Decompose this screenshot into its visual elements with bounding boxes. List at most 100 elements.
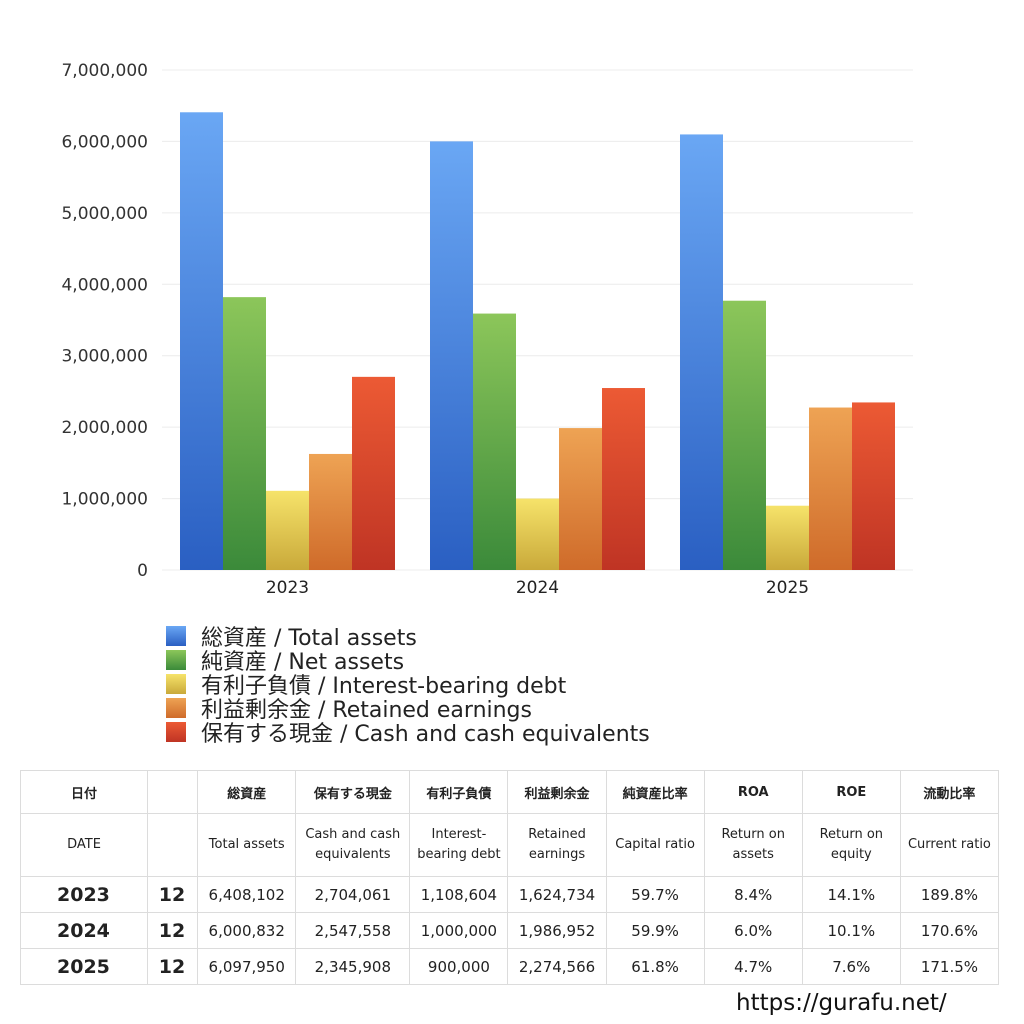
financial-table: 日付 総資産 保有する現金 有利子負債 利益剰余金 純資産比率 ROA ROE …	[19, 770, 1000, 985]
legend-item-net-assets: 純資産 / Net assets	[166, 648, 650, 675]
table-cell: 4.7%	[703, 948, 803, 985]
bar	[602, 388, 645, 570]
cell-month: 12	[147, 876, 199, 913]
cell-year: 2025	[19, 948, 149, 985]
table-cell: 2,274,566	[507, 948, 607, 985]
bar	[266, 490, 309, 570]
header-cell: 保有する現金	[295, 770, 411, 814]
bar	[723, 300, 766, 570]
legend-label: 有利子負債 / Interest-bearing debt	[201, 674, 567, 699]
bar	[223, 297, 266, 570]
table-cell: 6,408,102	[197, 876, 297, 913]
header-cell: Total assets	[197, 813, 297, 877]
table-header-en: DATE Total assets Cash and cash equivale…	[19, 813, 1000, 877]
cell-month: 12	[147, 948, 199, 985]
table-cell: 8.4%	[703, 876, 803, 913]
site-url: https://gurafu.net/	[736, 990, 947, 1016]
table-header-jp: 日付 総資産 保有する現金 有利子負債 利益剰余金 純資産比率 ROA ROE …	[19, 770, 1000, 814]
table-cell: 170.6%	[899, 912, 1000, 949]
table-cell: 6.0%	[703, 912, 803, 949]
header-cell: DATE	[19, 813, 149, 877]
bar	[180, 112, 223, 570]
bar-chart: 0 1,000,000 2,000,000 3,000,000 4,000,000 5,0…	[61, 61, 913, 598]
table-cell: 1,986,952	[507, 912, 607, 949]
table-cell: 14.1%	[801, 876, 901, 913]
legend-item-total-assets: 総資産 / Total assets	[166, 624, 650, 651]
legend-label: 総資産 / Total assets	[201, 626, 417, 651]
x-axis-categories: 2023 2024 2025	[266, 578, 809, 598]
bar	[680, 134, 723, 571]
legend: 総資産 / Total assets 純資産 / Net assets 有利子負…	[166, 624, 650, 747]
bars	[180, 112, 895, 571]
bar	[852, 402, 895, 570]
bar	[559, 428, 602, 570]
table-cell: 6,000,832	[197, 912, 297, 949]
header-cell: 利益剰余金	[507, 770, 607, 814]
x-category-label: 2023	[266, 578, 309, 598]
bar	[766, 505, 809, 570]
header-cell: 流動比率	[899, 770, 1000, 814]
header-cell: Return on equity	[801, 813, 901, 877]
table-cell: 171.5%	[899, 948, 1000, 985]
header-cell	[147, 770, 199, 814]
table-cell: 1,000,000	[409, 912, 509, 949]
table-cell: 2,345,908	[295, 948, 411, 985]
legend-swatch	[166, 698, 186, 718]
cell-month: 12	[147, 912, 199, 949]
legend-swatch	[166, 626, 186, 646]
legend-swatch	[166, 722, 186, 742]
table-row: 2025 12 6,097,950 2,345,908 900,000 2,27…	[19, 948, 1000, 985]
table-row: 2024 12 6,000,832 2,547,558 1,000,000 1,…	[19, 912, 1000, 949]
y-tick-label: 5,000,000	[61, 204, 148, 224]
y-tick-label: 7,000,000	[61, 61, 148, 81]
table-cell: 61.8%	[605, 948, 705, 985]
header-cell: 日付	[19, 770, 149, 814]
table-cell: 900,000	[409, 948, 509, 985]
table-cell: 6,097,950	[197, 948, 297, 985]
header-cell: 総資産	[197, 770, 297, 814]
legend-item-cash: 保有する現金 / Cash and cash equivalents	[166, 720, 650, 747]
header-cell: Current ratio	[899, 813, 1000, 877]
table-cell: 10.1%	[801, 912, 901, 949]
bar	[516, 498, 559, 570]
table-row: 2023 12 6,408,102 2,704,061 1,108,604 1,…	[19, 876, 1000, 913]
header-cell: Return on assets	[703, 813, 803, 877]
legend-swatch	[166, 650, 186, 670]
legend-swatch	[166, 674, 186, 694]
header-cell: Capital ratio	[605, 813, 705, 877]
header-cell: 純資産比率	[605, 770, 705, 814]
bar	[352, 376, 395, 570]
y-tick-label: 6,000,000	[61, 132, 148, 152]
legend-label: 純資産 / Net assets	[201, 650, 405, 675]
header-cell: ROA	[703, 770, 803, 814]
legend-label: 利益剰余金 / Retained earnings	[201, 698, 532, 723]
table-cell: 59.9%	[605, 912, 705, 949]
table-cell: 59.7%	[605, 876, 705, 913]
table-cell: 2,704,061	[295, 876, 411, 913]
bar	[430, 141, 473, 570]
x-category-label: 2024	[516, 578, 559, 598]
table-cell: 189.8%	[899, 876, 1000, 913]
header-cell: ROE	[801, 770, 901, 814]
bar	[309, 453, 352, 570]
cell-year: 2023	[19, 876, 149, 913]
y-tick-label: 3,000,000	[61, 347, 148, 367]
table-cell: 2,547,558	[295, 912, 411, 949]
header-cell: Interest-bearing debt	[409, 813, 509, 877]
header-cell: Cash and cash equivalents	[295, 813, 411, 877]
header-cell	[147, 813, 199, 877]
y-axis-ticks: 0 1,000,000 2,000,000 3,000,000 4,000,000 5,0…	[61, 61, 148, 581]
bar	[809, 407, 852, 570]
header-cell: Retained earnings	[507, 813, 607, 877]
y-tick-label: 1,000,000	[61, 490, 148, 510]
bar	[473, 313, 516, 570]
cell-year: 2024	[19, 912, 149, 949]
y-tick-label: 2,000,000	[61, 418, 148, 438]
table-cell: 1,108,604	[409, 876, 509, 913]
table-cell: 1,624,734	[507, 876, 607, 913]
legend-item-interest-bearing-debt: 有利子負債 / Interest-bearing debt	[166, 672, 650, 699]
legend-item-retained-earnings: 利益剰余金 / Retained earnings	[166, 696, 650, 723]
legend-label: 保有する現金 / Cash and cash equivalents	[201, 722, 650, 747]
table-cell: 7.6%	[801, 948, 901, 985]
y-tick-label: 0	[137, 561, 148, 581]
